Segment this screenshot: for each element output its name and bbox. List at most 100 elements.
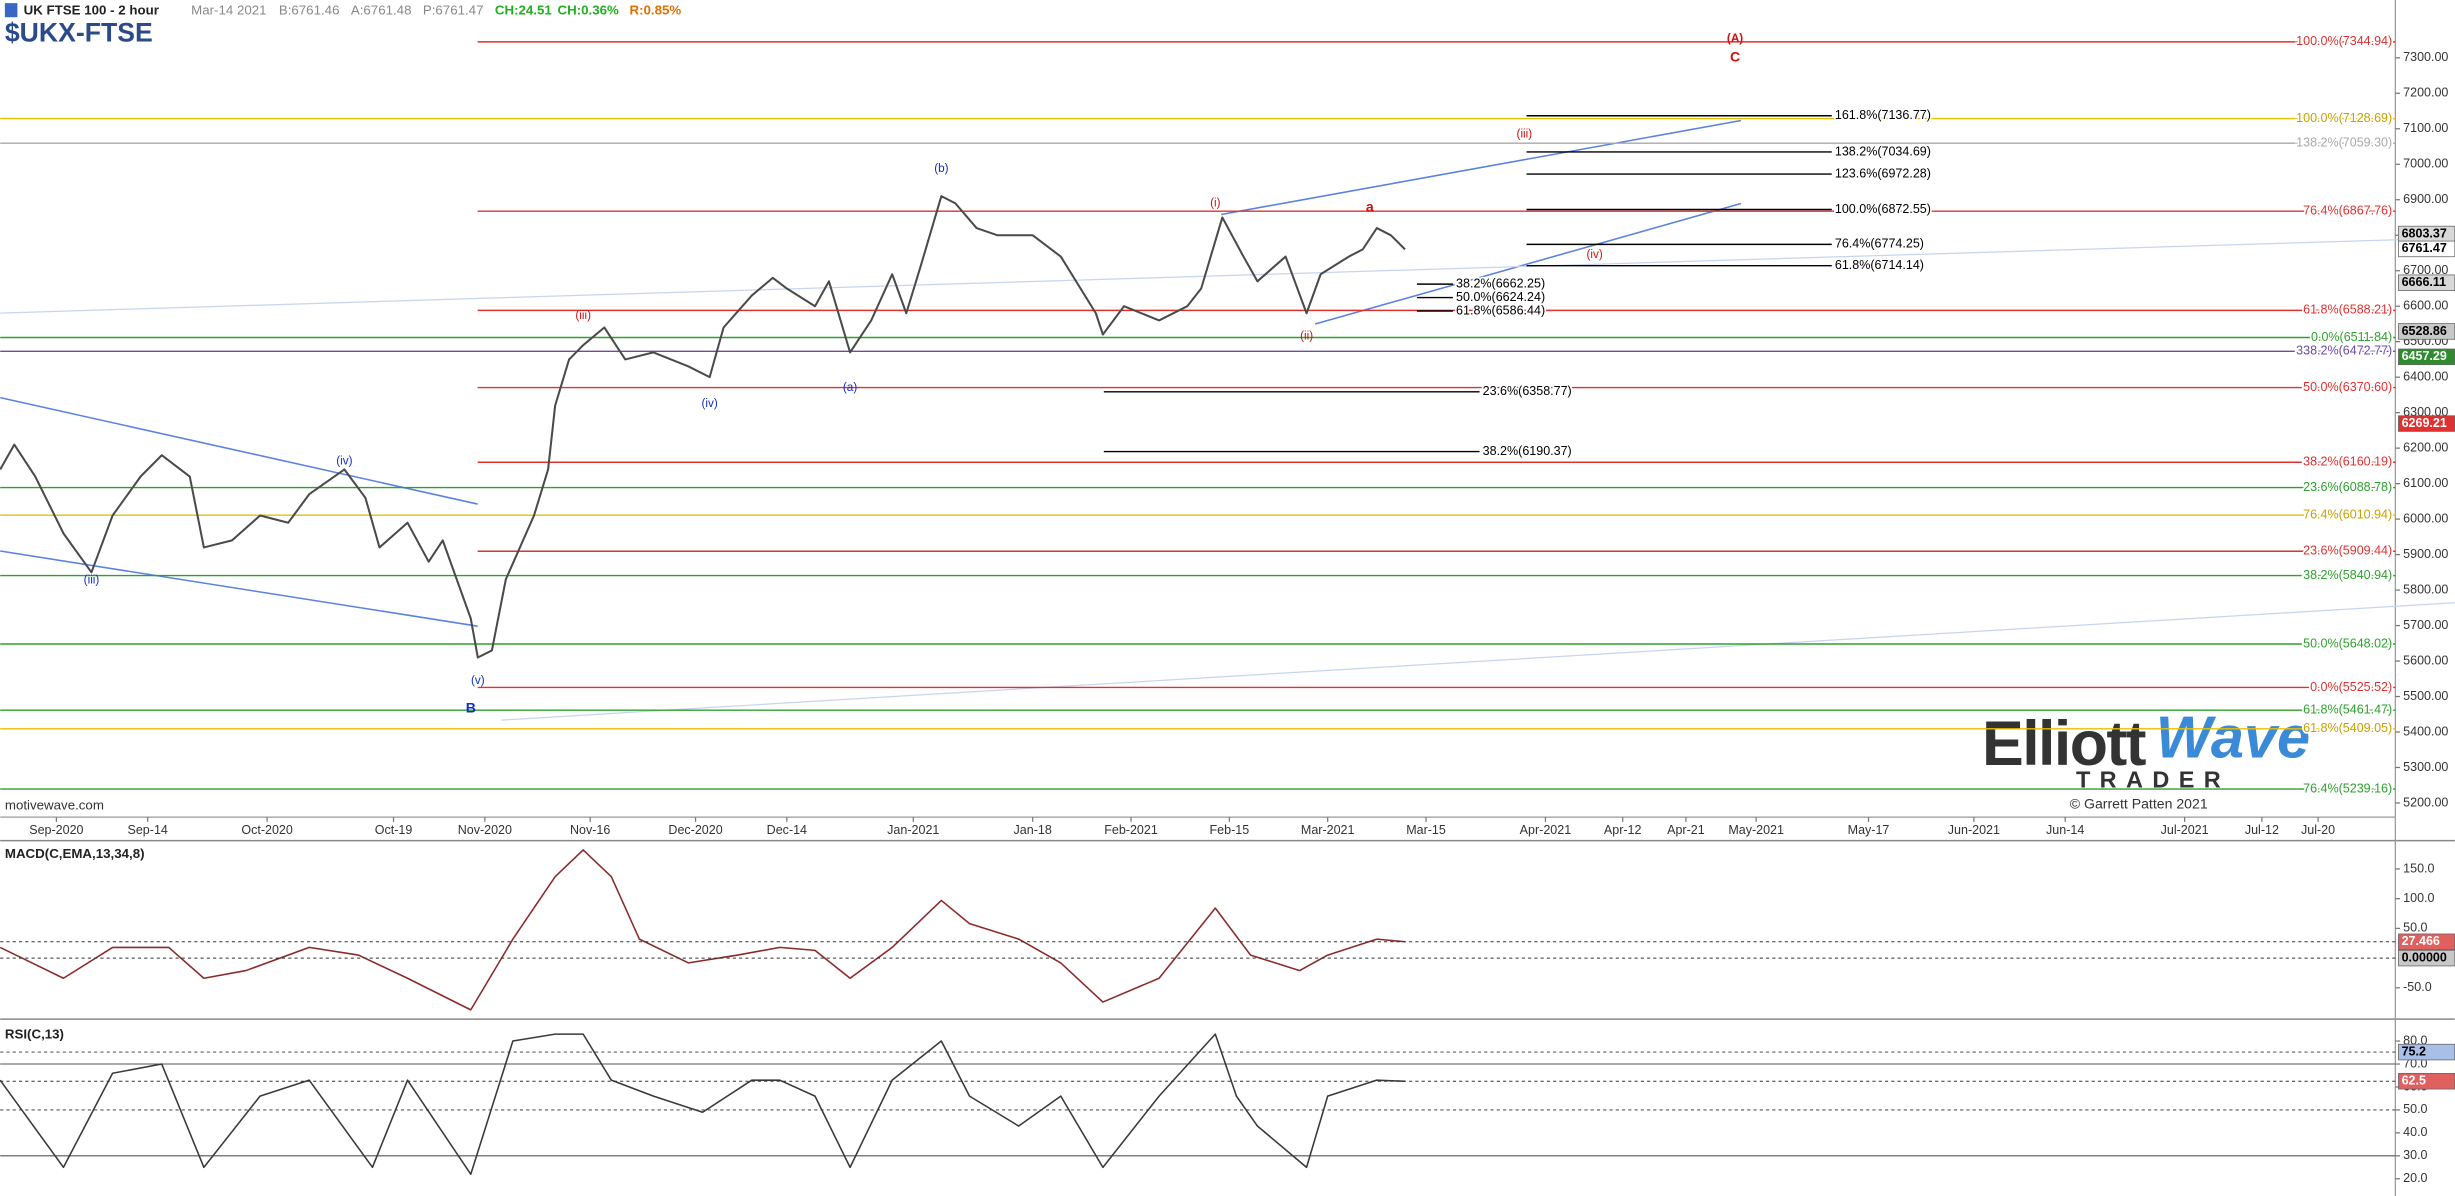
level-label: 61.8%(6586.44) <box>1456 303 1545 317</box>
logo: Elliott Wave TRADER © Garrett Patten 202… <box>1982 704 2310 812</box>
level-label: 100.0%(7128.69) <box>2296 111 2392 125</box>
price: P:6761.47 <box>423 2 484 17</box>
level-label: 23.6%(5909.44) <box>2303 544 2392 558</box>
x-tick-label: Nov-2020 <box>458 823 512 837</box>
x-tick-label: Sep-2020 <box>29 823 83 837</box>
x-tick-label: Oct-19 <box>375 823 413 837</box>
x-tick-label: Jul-12 <box>2245 823 2279 837</box>
x-tick-label: Dec-2020 <box>668 823 722 837</box>
price-badge-label: 6761.47 <box>2402 241 2447 255</box>
range: R:0.85% <box>630 2 682 17</box>
y-tick-label: 50.0 <box>2403 921 2427 935</box>
x-tick-label: Feb-2021 <box>1104 823 1158 837</box>
level-label: 138.2%(7059.30) <box>2296 136 2392 150</box>
wave-label: (iv) <box>701 397 717 410</box>
y-tick-label: 5700.00 <box>2403 618 2448 632</box>
wave-label: (iii) <box>575 309 591 322</box>
y-tick-label: 30.0 <box>2403 1148 2427 1162</box>
y-tick-label: 6200.00 <box>2403 440 2448 454</box>
y-tick-label: 5500.00 <box>2403 689 2448 703</box>
y-tick-label: 20.0 <box>2403 1171 2427 1185</box>
level-label: 61.8%(5409.05) <box>2303 721 2392 735</box>
x-tick-label: Mar-15 <box>1406 823 1446 837</box>
y-tick-label: 6000.00 <box>2403 511 2448 525</box>
series-line <box>0 849 1406 1011</box>
x-tick-label: Apr-2021 <box>1520 823 1572 837</box>
series-line <box>0 195 1406 659</box>
x-tick-label: Nov-16 <box>570 823 610 837</box>
y-tick-label: 6900.00 <box>2403 192 2448 206</box>
trend-line <box>1314 202 1742 325</box>
x-tick-label: Dec-14 <box>767 823 807 837</box>
source: motivewave.com <box>5 798 104 813</box>
x-tick-label: Jun-14 <box>2046 823 2084 837</box>
y-tick-label: -50.0 <box>2403 980 2432 994</box>
x-tick-label: May-17 <box>1848 823 1890 837</box>
price-badge-label: 6666.11 <box>2402 275 2447 289</box>
panel-title: MACD(C,EMA,13,34,8) <box>5 846 145 861</box>
x-tick-label: Feb-15 <box>1210 823 1250 837</box>
y-tick-label: 6100.00 <box>2403 476 2448 490</box>
y-tick-label: 5300.00 <box>2403 760 2448 774</box>
logo-word: Wave <box>2156 704 2310 771</box>
x-tick-label: May-2021 <box>1728 823 1784 837</box>
y-tick-label: 6700.00 <box>2403 263 2448 277</box>
logo-word: Elliott <box>1982 709 2147 779</box>
wave-label: (iii) <box>1517 128 1533 141</box>
y-tick-label: 7000.00 <box>2403 157 2448 171</box>
panel-title: RSI(C,13) <box>5 1026 64 1041</box>
level-label: 38.2%(5840.94) <box>2303 568 2392 582</box>
trend-line <box>1221 119 1742 216</box>
wave-label: B <box>466 700 476 716</box>
level-label: 61.8%(5461.47) <box>2303 703 2392 717</box>
wave-label: (v) <box>471 674 485 687</box>
level-label: 100.0%(7344.94) <box>2296 34 2392 48</box>
level-label: 0.0%(5525.52) <box>2310 680 2392 694</box>
wave-label: C <box>1730 49 1740 65</box>
level-label: 161.8%(7136.77) <box>1835 108 1931 122</box>
wave-label: a <box>1366 199 1374 215</box>
y-tick-label: 7300.00 <box>2403 50 2448 64</box>
symbol-icon <box>4 3 18 18</box>
level-label: 76.4%(6774.25) <box>1835 237 1924 251</box>
level-label: 38.2%(6662.25) <box>1456 276 1545 290</box>
trend-line <box>0 237 2455 314</box>
x-tick-label: Apr-21 <box>1667 823 1705 837</box>
level-label: 50.0%(6624.24) <box>1456 290 1545 304</box>
bar-date: Mar-14 2021 <box>191 2 266 17</box>
x-tick-label: Apr-12 <box>1604 823 1642 837</box>
x-tick-label: Sep-14 <box>128 823 168 837</box>
series-line <box>0 1033 1406 1176</box>
wave-label: (i) <box>1210 196 1221 209</box>
y-tick-label: 6400.00 <box>2403 369 2448 383</box>
price-badge-label: 62.5 <box>2402 1074 2426 1088</box>
y-tick-label: 5900.00 <box>2403 547 2448 561</box>
wave-label: (ii) <box>1300 329 1313 342</box>
wave-label: (b) <box>934 162 948 175</box>
y-tick-label: 5800.00 <box>2403 582 2448 596</box>
ticker: $UKX-FTSE <box>5 17 153 47</box>
price-badge-label: 6457.29 <box>2402 349 2447 363</box>
price-badge-label: 27.466 <box>2402 934 2440 948</box>
y-tick-label: 100.0 <box>2403 891 2434 905</box>
y-tick-label: 40.0 <box>2403 1125 2427 1139</box>
y-tick-label: 5600.00 <box>2403 653 2448 667</box>
symbol-name: UK FTSE 100 - 2 hour <box>24 2 159 17</box>
wave-label: (a) <box>843 381 857 394</box>
credit: © Garrett Patten 2021 <box>2070 795 2208 811</box>
ask: A:6761.48 <box>351 2 412 17</box>
change-pct: CH:0.36% <box>557 2 619 17</box>
level-label: 23.6%(6088.78) <box>2303 480 2392 494</box>
price-badge-label: 6803.37 <box>2402 226 2447 240</box>
y-tick-label: 7200.00 <box>2403 86 2448 100</box>
change: CH:24.51 <box>495 2 553 17</box>
level-label: 61.8%(6714.14) <box>1835 258 1924 272</box>
level-label: 76.4%(6010.94) <box>2303 508 2392 522</box>
logo-subtitle: TRADER <box>2076 766 2230 792</box>
wave-label: (iv) <box>336 455 352 468</box>
wave-label: (A) <box>1727 32 1743 45</box>
x-tick-label: Jul-20 <box>2301 823 2335 837</box>
